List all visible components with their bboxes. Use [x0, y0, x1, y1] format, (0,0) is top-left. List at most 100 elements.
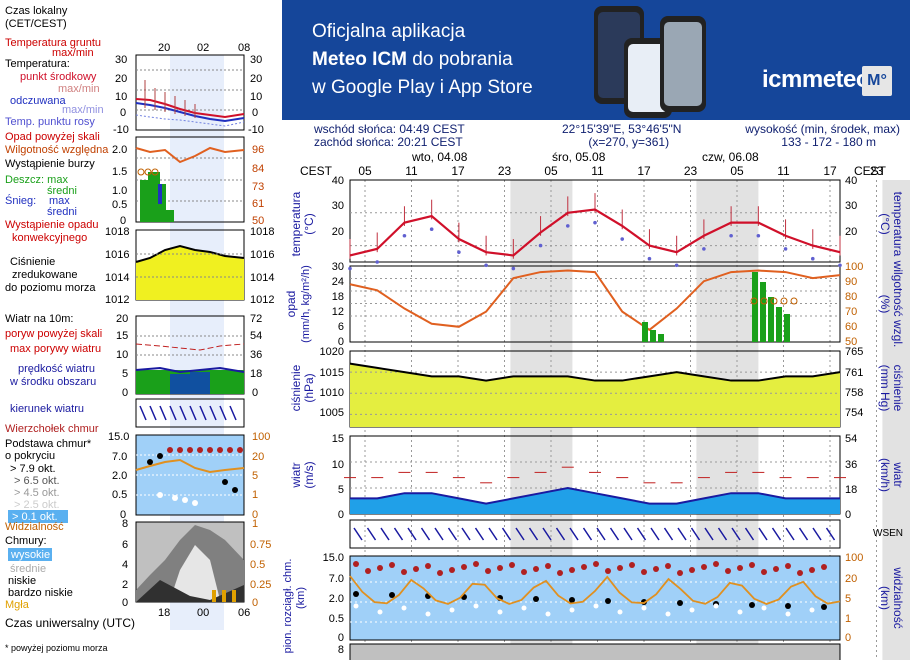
lg-cb-7: 7.0 — [112, 451, 127, 463]
dew-point — [810, 256, 815, 261]
dew-point — [375, 260, 380, 264]
rain-bar — [658, 334, 664, 342]
coords-text: 22°15'39"E, 53°46'5"N — [562, 122, 682, 136]
lg-cl-high: wysokie — [10, 549, 50, 561]
hum-tick: 70 — [845, 306, 857, 318]
rain-bar — [752, 272, 758, 342]
storm-marker — [790, 297, 798, 305]
lg-pres-1016: 1016 — [105, 249, 129, 261]
ax-wind-label: wiatr — [289, 462, 303, 488]
lg-wind10: Wiatr na 10m: — [5, 313, 73, 325]
cloud-top-dot — [545, 563, 551, 569]
legend-tick-20: 20 — [158, 42, 170, 54]
cloud-top-dot — [797, 570, 803, 576]
wind-dir-arrow — [393, 527, 404, 541]
night-band — [882, 180, 910, 660]
cloud-base-dot-light — [425, 611, 431, 617]
precip-tick: 30 — [332, 261, 344, 273]
lg-mid-point: punkt środkowy — [20, 71, 97, 83]
ax-v20: 20 — [845, 573, 857, 585]
cloud-top-dot — [629, 562, 635, 568]
cloud-top-dot — [761, 569, 767, 575]
wind-fill — [350, 488, 840, 514]
ax-wk18: 18 — [845, 484, 857, 496]
wind-dir-arrow — [501, 527, 512, 541]
banner-line3: w Google Play i App Store — [312, 77, 533, 98]
wind-dir-arrow — [474, 527, 485, 541]
cloud-base-dot-light — [785, 611, 791, 617]
rain-bar — [768, 297, 774, 342]
lg-footnote: * powyżej poziomu morza — [5, 643, 108, 653]
wind-dir-arrow — [771, 527, 782, 541]
lg-conv2: konwekcyjnego — [12, 232, 87, 244]
ax-m765: 765 — [845, 346, 863, 358]
dew-point — [484, 263, 488, 268]
lg-hum-73: 73 — [252, 181, 264, 193]
ax-wk0: 0 — [845, 509, 851, 521]
wind-dir-arrow — [434, 527, 444, 541]
lg-temp-20: 20 — [115, 73, 127, 85]
ax-p1015: 1015 — [320, 367, 344, 379]
cloud-top-dot — [389, 562, 395, 568]
lg-hum-61: 61 — [252, 198, 264, 210]
cloud-base-dot — [389, 592, 395, 598]
rain-bar — [650, 330, 656, 342]
legend-winddir-box — [135, 398, 245, 428]
lg-utc-06: 06 — [238, 607, 250, 619]
ax-m758: 758 — [845, 387, 863, 399]
cloud-base-dot-light — [521, 605, 527, 611]
wind-dir-arrow — [677, 527, 687, 541]
ax-wk54: 54 — [845, 433, 857, 445]
cloud-top-dot — [653, 566, 659, 572]
ax-temp-unit-r: (°C) — [878, 213, 892, 234]
ax-v0: 0 — [845, 632, 851, 644]
legend-tick-02: 02 — [197, 42, 209, 54]
temp-panel — [349, 179, 841, 263]
legend-time-local2: (CET/CEST) — [5, 18, 67, 30]
dew-point — [457, 250, 461, 254]
lg-hum-84: 84 — [252, 163, 264, 175]
lg-clouds: Chmury: — [5, 535, 47, 547]
temp-line — [349, 208, 841, 257]
cloud-top-dot — [557, 570, 563, 576]
app-banner[interactable]: Oficjalna aplikacja Meteo ICM do pobrani… — [282, 0, 910, 120]
lg-ground-temp2: max/min — [52, 47, 94, 59]
lg-gust-above: poryw powyżej skali — [5, 328, 102, 340]
lg-utc-00: 00 — [197, 607, 209, 619]
lg-max-min: max/min — [58, 83, 100, 95]
cloud-base-dot-light — [545, 611, 551, 617]
lg-max-gust: max porywy wiatru — [10, 343, 101, 355]
lg-wind-0: 0 — [122, 387, 128, 399]
lg-cl-mid: średnie — [10, 563, 46, 575]
ax-wk36: 36 — [845, 459, 857, 471]
lg-wkmh-54: 54 — [250, 330, 262, 342]
cloud-base-dot — [821, 604, 827, 610]
day-label: czw, 06.08 — [702, 150, 759, 164]
cloud-base-dot-light — [449, 607, 455, 613]
lg-cb-2: 2.0 — [112, 470, 127, 482]
cloud-base-dot-light — [713, 603, 719, 609]
banner-line2-bold: Meteo ICM — [312, 49, 407, 70]
ax-cb15: 15.0 — [323, 552, 344, 564]
hum-tick: 50 — [845, 336, 857, 348]
ax-pres-label: ciśnienie — [289, 364, 303, 411]
cloud-top-dot — [737, 565, 743, 571]
cest-label-left: CEST — [300, 164, 333, 178]
cloudbase-panel — [349, 555, 841, 641]
lg-hum-50: 50 — [252, 215, 264, 227]
storm-marker — [750, 297, 758, 305]
lg-okt5: > 0.1 okt. — [12, 511, 58, 523]
meteogram: CEST CEST wto, 04.08 śro, 05.08 czw, 06.08… — [282, 150, 910, 660]
cloud-base-dot-light — [737, 609, 743, 615]
dew-point — [756, 233, 761, 238]
wind-dir-arrow — [380, 527, 390, 541]
ax-m754: 754 — [845, 407, 863, 419]
lg-fog: Mgła — [5, 599, 30, 611]
lg-wind-5: 5 — [122, 368, 128, 380]
ax-hum-unit: (%) — [878, 295, 892, 314]
winddir-panel — [349, 519, 841, 549]
lg-vis-5: 5 — [252, 470, 258, 482]
lg-snow: Śnieg: — [5, 194, 36, 207]
lg-cb-15: 15.0 — [108, 431, 129, 443]
cloud-top-dot — [401, 569, 407, 575]
